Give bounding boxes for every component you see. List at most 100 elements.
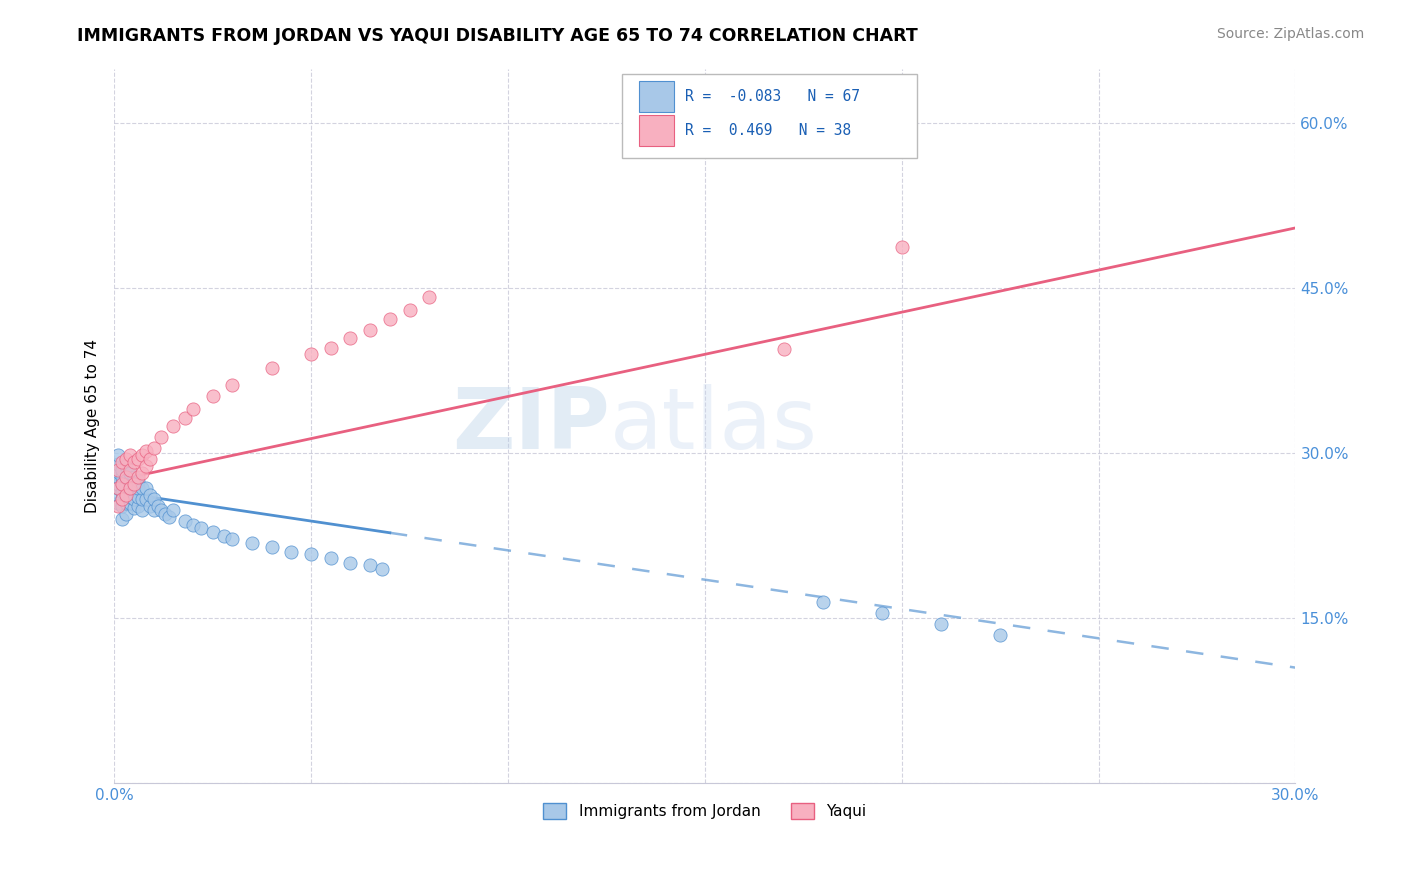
- Point: [127, 499, 149, 513]
- Point: [150, 503, 173, 517]
- Point: [111, 463, 134, 477]
- Point: [115, 488, 138, 502]
- Point: [118, 463, 141, 477]
- Point: [118, 496, 141, 510]
- Legend: Immigrants from Jordan, Yaqui: Immigrants from Jordan, Yaqui: [537, 797, 872, 825]
- Point: [107, 477, 129, 491]
- Point: [131, 503, 153, 517]
- Point: [260, 540, 283, 554]
- Point: [221, 378, 243, 392]
- Point: [107, 499, 129, 513]
- Point: [111, 470, 134, 484]
- Point: [221, 532, 243, 546]
- Point: [174, 515, 197, 529]
- Point: [135, 482, 157, 496]
- Point: [107, 457, 129, 471]
- Point: [201, 525, 224, 540]
- Point: [127, 490, 149, 504]
- Point: [142, 441, 165, 455]
- Point: [870, 606, 893, 620]
- Point: [359, 558, 381, 573]
- Point: [319, 550, 342, 565]
- Point: [127, 474, 149, 488]
- Point: [107, 470, 129, 484]
- Point: [115, 479, 138, 493]
- Point: [118, 449, 141, 463]
- Point: [339, 331, 361, 345]
- Point: [118, 490, 141, 504]
- Point: [280, 545, 302, 559]
- Point: [122, 482, 145, 496]
- Point: [398, 303, 420, 318]
- Point: [115, 451, 138, 466]
- Point: [127, 482, 149, 496]
- Point: [157, 510, 180, 524]
- Point: [131, 466, 153, 480]
- Point: [111, 455, 134, 469]
- Text: R =  -0.083   N = 67: R = -0.083 N = 67: [685, 89, 859, 103]
- Point: [142, 492, 165, 507]
- Text: IMMIGRANTS FROM JORDAN VS YAQUI DISABILITY AGE 65 TO 74 CORRELATION CHART: IMMIGRANTS FROM JORDAN VS YAQUI DISABILI…: [77, 27, 918, 45]
- Point: [122, 455, 145, 469]
- Point: [115, 470, 138, 484]
- Point: [107, 496, 129, 510]
- Point: [772, 342, 794, 356]
- Point: [118, 482, 141, 496]
- Point: [988, 627, 1011, 641]
- FancyBboxPatch shape: [638, 80, 673, 112]
- Point: [111, 484, 134, 499]
- Point: [181, 517, 204, 532]
- Point: [214, 529, 236, 543]
- Point: [127, 451, 149, 466]
- Point: [115, 459, 138, 474]
- Point: [190, 521, 212, 535]
- Point: [359, 323, 381, 337]
- Text: R =  0.469   N = 38: R = 0.469 N = 38: [685, 123, 851, 138]
- Point: [115, 496, 138, 510]
- FancyBboxPatch shape: [621, 73, 918, 158]
- Point: [115, 470, 138, 484]
- Point: [138, 451, 160, 466]
- Point: [162, 418, 184, 433]
- Point: [150, 430, 173, 444]
- Point: [107, 488, 129, 502]
- Point: [118, 474, 141, 488]
- Point: [107, 482, 129, 496]
- Point: [146, 499, 169, 513]
- Point: [890, 239, 912, 253]
- Point: [111, 499, 134, 513]
- Y-axis label: Disability Age 65 to 74: Disability Age 65 to 74: [86, 339, 100, 513]
- Point: [131, 492, 153, 507]
- Point: [260, 360, 283, 375]
- Point: [122, 501, 145, 516]
- Point: [240, 536, 263, 550]
- Point: [135, 444, 157, 458]
- Point: [418, 290, 440, 304]
- Text: ZIP: ZIP: [453, 384, 610, 467]
- Point: [115, 488, 138, 502]
- Point: [122, 492, 145, 507]
- Point: [107, 463, 129, 477]
- Point: [162, 503, 184, 517]
- Point: [299, 347, 322, 361]
- Point: [118, 482, 141, 496]
- Point: [135, 459, 157, 474]
- Point: [122, 477, 145, 491]
- Point: [135, 492, 157, 507]
- Point: [155, 507, 177, 521]
- Point: [111, 477, 134, 491]
- Text: atlas: atlas: [610, 384, 818, 467]
- Point: [299, 548, 322, 562]
- Point: [122, 470, 145, 484]
- Point: [127, 470, 149, 484]
- Point: [181, 402, 204, 417]
- Point: [811, 595, 834, 609]
- FancyBboxPatch shape: [638, 115, 673, 146]
- Point: [111, 512, 134, 526]
- Point: [131, 482, 153, 496]
- Point: [138, 488, 160, 502]
- Point: [201, 389, 224, 403]
- Point: [339, 556, 361, 570]
- Point: [131, 449, 153, 463]
- Point: [371, 562, 394, 576]
